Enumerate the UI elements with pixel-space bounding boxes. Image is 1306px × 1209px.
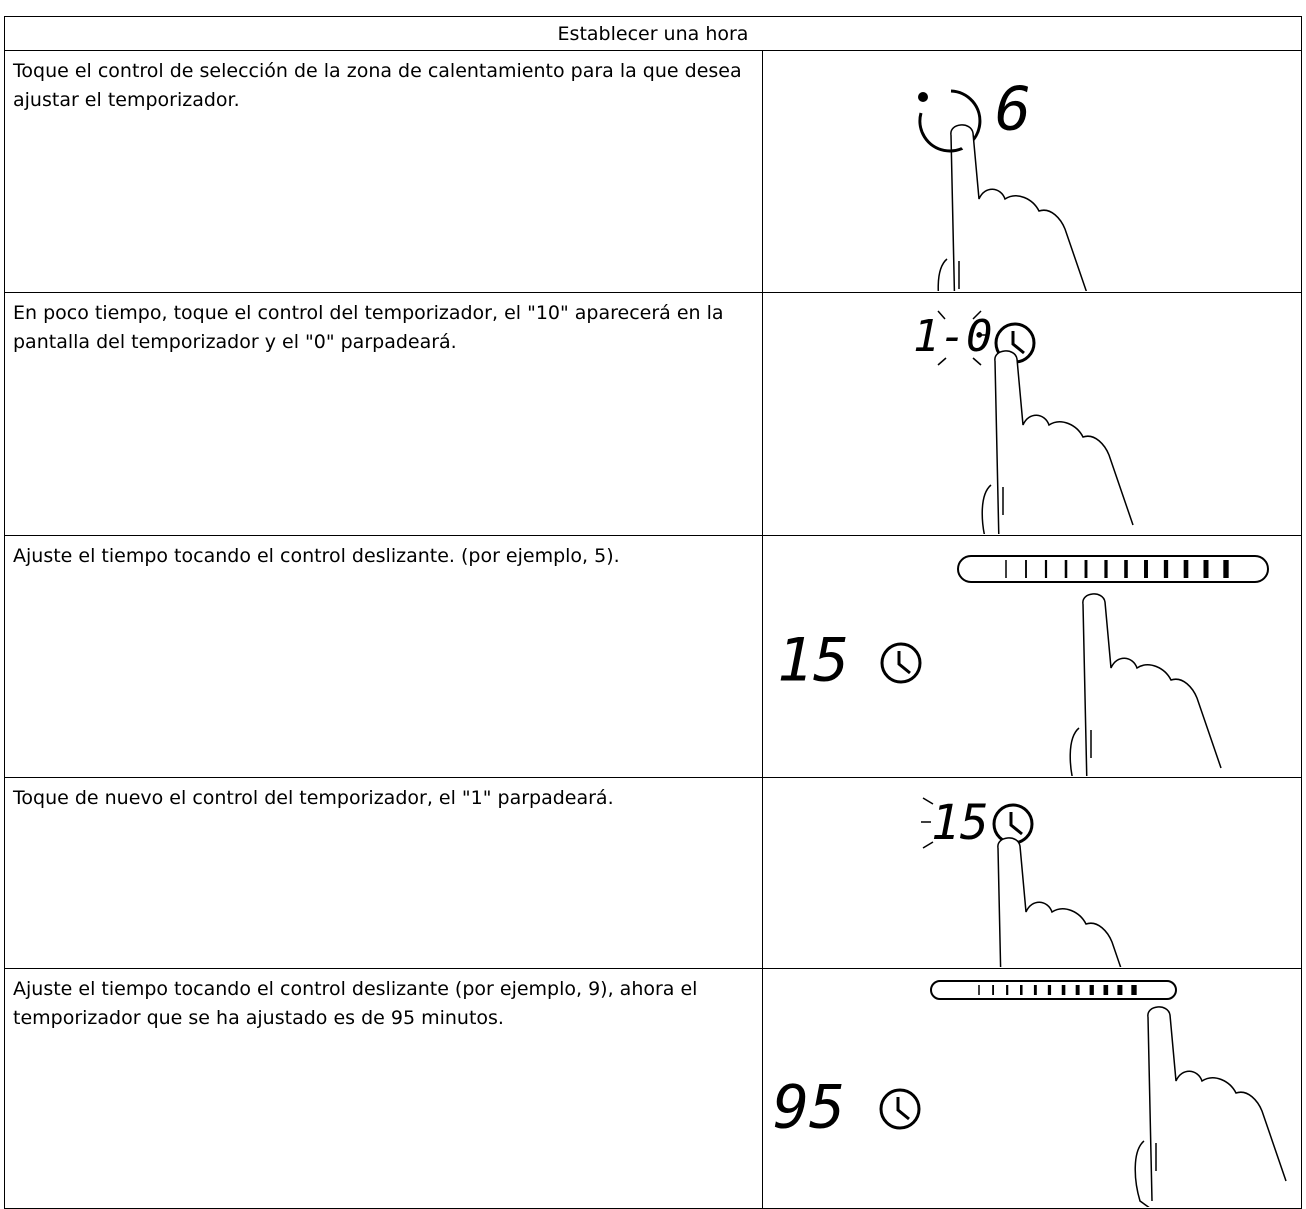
step-text: Ajuste el tiempo tocando el control desl… [4,968,763,1209]
row: Toque de nuevo el control del temporizad… [4,777,1302,969]
step-text: Toque de nuevo el control del temporizad… [4,777,763,969]
slider [957,555,1269,583]
hand [1134,1006,1287,1207]
row: Ajuste el tiempo tocando el control desl… [4,535,1302,778]
illustration: 15 [777,555,1269,776]
illustration: 15 [921,795,1122,967]
hand [937,124,1088,291]
illustration: 95 [773,980,1287,1207]
blink-rays [937,310,988,366]
clock-icon [879,1088,921,1130]
display-digits: 15 [931,795,989,851]
illustration: 1-0 [913,310,1134,534]
display-digits: 95 [773,1073,845,1143]
display-digits: 1-0 [913,311,992,362]
row: Ajuste el tiempo tocando el control desl… [4,968,1302,1209]
header-row: Establecer una hora [4,16,1302,51]
instruction-table: Establecer una hora Toque el control de … [4,16,1302,1209]
step-text: Ajuste el tiempo tocando el control desl… [4,535,763,778]
zone-dot [918,92,928,102]
blink-rays [921,797,934,849]
row: Toque el control de selección de la zona… [4,50,1302,293]
clock-icon [880,642,922,684]
clock-hands [1009,812,1023,836]
hand [1069,593,1222,776]
hand [981,350,1134,534]
hand [997,837,1122,967]
clock-hands [1011,331,1025,355]
illustration: 6 [918,75,1088,291]
slider [930,980,1177,1000]
step-text: En poco tiempo, toque el control del tem… [4,292,763,536]
clock-hands [896,1097,910,1121]
display-digits: 15 [777,626,849,696]
row: En poco tiempo, toque el control del tem… [4,292,1302,536]
display-digits: 6 [995,75,1031,145]
step-text: Toque el control de selección de la zona… [4,50,763,293]
clock-icon [992,803,1034,845]
table-title: Establecer una hora [4,16,1302,51]
clock-hands [897,651,911,675]
